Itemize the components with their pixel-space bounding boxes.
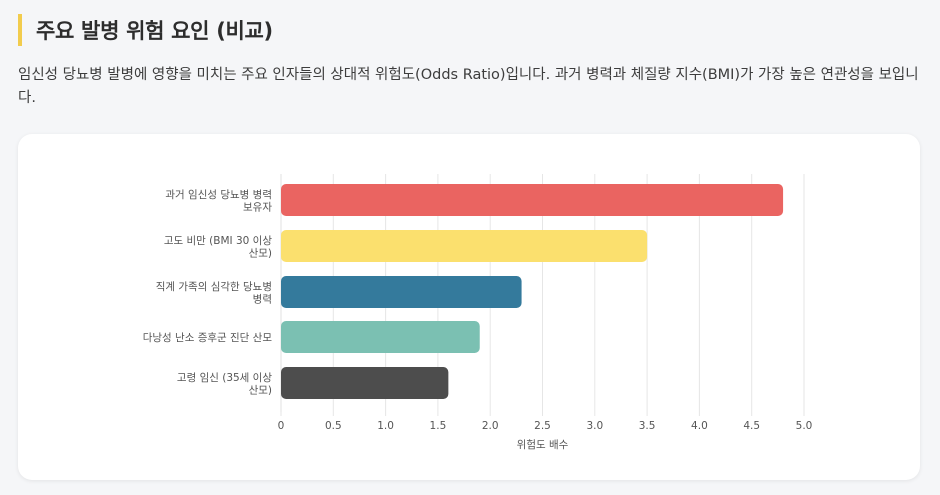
page-title: 주요 발병 위험 요인 (비교): [36, 19, 273, 43]
x-tick-label: 2.0: [482, 420, 499, 432]
x-axis-title: 위험도 배수: [517, 438, 569, 451]
y-category-label: 고령 임신 (35세 이상 산모): [177, 371, 272, 397]
x-tick-label: 0.5: [325, 420, 342, 432]
x-tick-label: 5.0: [796, 420, 813, 432]
bar: [281, 184, 784, 216]
x-tick-label: 3.5: [639, 420, 656, 432]
bar: [281, 276, 522, 308]
bar: [281, 230, 648, 262]
x-tick-label: 4.0: [691, 420, 708, 432]
x-tick-label: 2.5: [534, 420, 551, 432]
bar: [281, 321, 480, 353]
x-tick-label: 0: [278, 420, 285, 432]
section-header: 주요 발병 위험 요인 (비교): [18, 14, 273, 46]
y-category-label: 고도 비만 (BMI 30 이상 산모): [164, 235, 272, 260]
chart-card: 0 0.5 1.0 1.5 2.0 2.5 3.0 3.5 4.0 4.5 5.0 과거 임신성 당뇨…: [18, 134, 920, 480]
y-category-label: 과거 임신성 당뇨병 병력 보유자: [165, 188, 272, 214]
x-tick-label: 3.0: [586, 420, 603, 432]
y-category-label: 직계 가족의 심각한 당뇨병 병력: [156, 281, 272, 306]
x-tick-label: 4.5: [743, 420, 760, 432]
risk-factor-bar-chart: 0 0.5 1.0 1.5 2.0 2.5 3.0 3.5 4.0 4.5 5.0 과거 임신성 당뇨…: [143, 174, 813, 451]
bar: [281, 367, 449, 399]
x-tick-label: 1.5: [430, 420, 447, 432]
chart-description: 임신성 당뇨병 발병에 영향을 미치는 주요 인자들의 상대적 위험도(Odds…: [18, 67, 919, 106]
y-category-label: 다낭성 난소 증후군 진단 산모: [143, 332, 273, 344]
x-tick-label: 1.0: [377, 420, 394, 432]
